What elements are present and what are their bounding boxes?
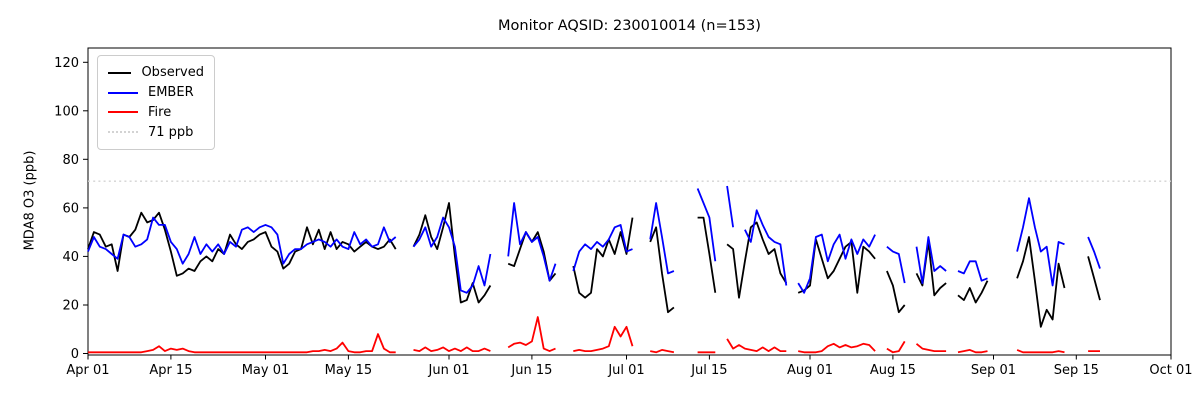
fire-line-sample [108, 111, 138, 114]
x-tick-label: Jul 01 [607, 363, 644, 378]
x-tick-label: Aug 01 [787, 363, 833, 378]
legend-label: EMBER [148, 85, 194, 101]
y-tick-label: 20 [62, 299, 79, 314]
threshold-line-sample [108, 131, 138, 134]
legend-item-observed: Observed [108, 63, 204, 83]
legend: Observed EMBER Fire 71 ppb [97, 55, 215, 150]
legend-label: Observed [141, 65, 204, 81]
fire-line [88, 316, 1100, 354]
x-tick-label: Aug 15 [870, 363, 916, 378]
x-tick-label: Jul 15 [690, 363, 727, 378]
legend-label: 71 ppb [148, 124, 194, 140]
observed-line-sample [108, 71, 132, 74]
x-tick-label: May 15 [325, 363, 373, 378]
ember-line [87, 185, 1101, 294]
x-tick-label: May 01 [242, 363, 290, 378]
y-tick-label: 60 [62, 201, 79, 216]
x-tick-label: Apr 01 [66, 363, 109, 378]
x-tick-label: Sep 01 [971, 363, 1016, 378]
plot-area [87, 47, 1172, 356]
y-tick-label: 100 [54, 104, 79, 119]
y-axis-label: MDA8 O3 (ppb) [22, 150, 38, 251]
y-tick-label: 40 [62, 250, 79, 265]
legend-item-fire: Fire [108, 103, 204, 123]
chart-title: Monitor AQSID: 230010014 (n=153) [498, 18, 761, 34]
x-tick-label: Oct 01 [1149, 363, 1192, 378]
ember-line-sample [108, 91, 138, 94]
y-tick-label: 120 [54, 56, 79, 71]
legend-item-ember: EMBER [108, 83, 204, 103]
x-tick-label: Jun 15 [510, 363, 552, 378]
x-tick-label: Sep 15 [1054, 363, 1099, 378]
x-tick-label: Apr 15 [149, 363, 192, 378]
legend-label: Fire [148, 104, 172, 120]
y-tick-label: 80 [62, 153, 79, 168]
x-tick-label: Jun 01 [428, 363, 470, 378]
legend-item-threshold: 71 ppb [108, 122, 204, 142]
y-tick-label: 0 [71, 347, 79, 362]
